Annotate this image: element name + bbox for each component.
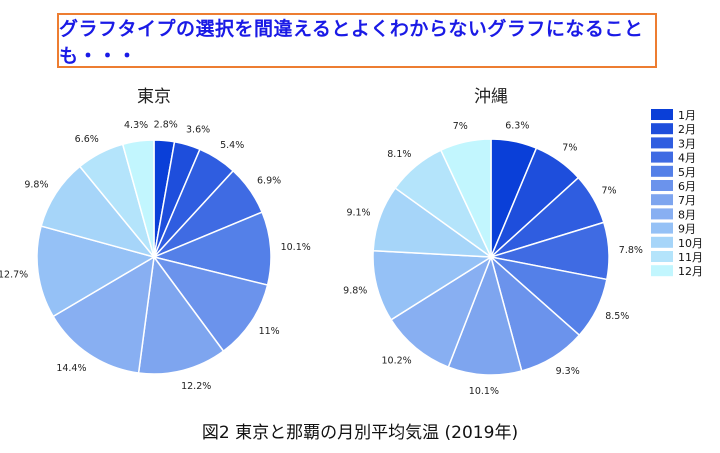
data-label-okinawa-3: 7%: [602, 186, 617, 197]
data-label-okinawa-6: 9.3%: [556, 366, 580, 377]
legend-label-7: 7月: [678, 194, 696, 207]
data-label-tokyo-3: 5.4%: [220, 140, 244, 151]
data-label-okinawa-2: 7%: [562, 143, 577, 154]
data-label-tokyo-1: 2.8%: [154, 120, 178, 131]
slice-tokyo-12: [121, 139, 155, 258]
data-label-tokyo-7: 12.2%: [181, 381, 211, 392]
legend-label-9: 9月: [678, 223, 696, 236]
warning-banner: グラフタイプの選択を間違えるとよくわからないグラフになることも・・・: [57, 13, 657, 68]
data-label-tokyo-12: 4.3%: [124, 120, 148, 131]
slice-okinawa-8: [390, 255, 493, 368]
data-label-okinawa-10: 9.1%: [346, 208, 370, 219]
legend-swatch-10: [651, 236, 673, 248]
legend-swatch-2: [651, 123, 673, 135]
chart-title-okinawa: 沖縄: [474, 87, 508, 107]
legend-label-6: 6月: [678, 180, 696, 193]
legend-swatch-8: [651, 208, 673, 220]
slice-okinawa-9: [372, 249, 494, 321]
legend-swatch-3: [651, 137, 673, 149]
legend-label-1: 1月: [678, 109, 696, 122]
legend-label-8: 8月: [678, 208, 696, 221]
slice-tokyo-9: [36, 225, 156, 318]
chart-title-tokyo: 東京: [137, 87, 171, 107]
legend-label-2: 2月: [678, 123, 696, 136]
data-label-okinawa-11: 8.1%: [387, 149, 411, 160]
legend-swatch-11: [651, 251, 673, 262]
data-label-okinawa-8: 10.2%: [382, 355, 412, 366]
legend-swatch-1: [651, 109, 673, 120]
data-label-tokyo-9: 12.7%: [0, 270, 28, 281]
legend-label-4: 4月: [678, 152, 696, 165]
figure-caption: 図2 東京と那覇の月別平均気温 (2019年): [201, 423, 519, 443]
legend-label-3: 3月: [678, 137, 696, 150]
data-label-tokyo-8: 14.4%: [56, 363, 86, 374]
legend-swatch-4: [651, 151, 673, 163]
legend-label-12: 12月: [678, 265, 703, 278]
legend-label-5: 5月: [678, 166, 696, 179]
legend-label-10: 10月: [678, 237, 703, 250]
data-label-tokyo-4: 6.9%: [257, 176, 281, 187]
slice-tokyo-7: [137, 255, 225, 375]
legend-swatch-12: [651, 265, 673, 277]
legend-swatch-5: [651, 165, 673, 177]
data-label-okinawa-9: 9.8%: [343, 286, 367, 297]
warning-banner-text: グラフタイプの選択を間違えるとよくわからないグラフになることも・・・: [59, 17, 644, 67]
legend-label-11: 11月: [678, 251, 703, 264]
slice-tokyo-10: [40, 165, 157, 259]
data-label-tokyo-6: 11%: [259, 326, 280, 337]
data-label-tokyo-11: 6.6%: [75, 134, 99, 145]
data-label-okinawa-7: 10.1%: [469, 386, 499, 397]
slice-tokyo-6: [152, 255, 269, 353]
slice-tokyo-8: [52, 255, 155, 374]
legend-swatch-6: [651, 180, 673, 191]
data-label-okinawa-5: 8.5%: [605, 311, 629, 322]
legend-swatch-7: [651, 194, 673, 206]
data-label-okinawa-1: 6.3%: [505, 121, 529, 132]
legend-swatch-9: [651, 222, 673, 234]
data-label-tokyo-2: 3.6%: [186, 125, 210, 136]
slice-tokyo-5: [151, 211, 272, 286]
data-label-tokyo-10: 9.8%: [24, 180, 48, 191]
data-label-okinawa-4: 7.8%: [619, 245, 643, 256]
slice-okinawa-7: [447, 254, 523, 376]
data-label-okinawa-12: 7%: [453, 121, 468, 132]
data-label-tokyo-5: 10.1%: [281, 242, 311, 253]
slice-okinawa-12: [439, 138, 492, 258]
